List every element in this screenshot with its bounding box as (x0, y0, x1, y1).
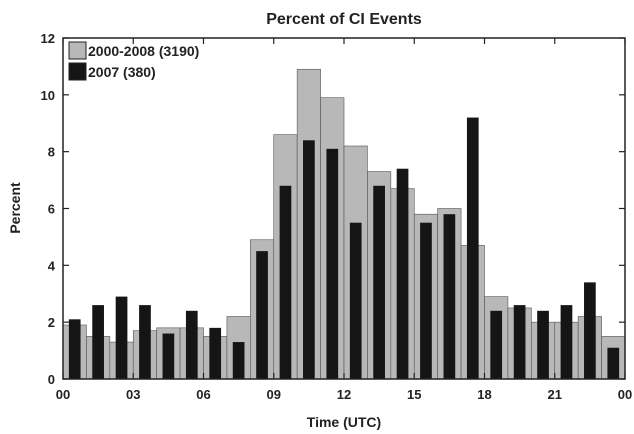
bar-2007 (584, 282, 596, 379)
y-tick-label: 12 (41, 31, 55, 46)
bar-2007 (279, 185, 292, 379)
bar-2007 (490, 310, 503, 379)
bar-2007 (209, 327, 222, 379)
bar-2007 (256, 251, 268, 379)
x-tick-label: 00 (618, 387, 632, 402)
x-tick-label: 06 (196, 387, 210, 402)
bar-2007 (443, 214, 456, 379)
x-axis: 00 03 06 09 12 15 18 21 00 (56, 38, 632, 402)
bar-2007 (466, 117, 479, 380)
bar-2007 (537, 310, 549, 379)
x-tick-label: 12 (337, 387, 351, 402)
y-axis-label: Percent (7, 182, 23, 234)
series-2007-bars (68, 117, 620, 380)
y-tick-label: 0 (48, 372, 55, 387)
bar-2007 (373, 185, 385, 379)
x-axis-label: Time (UTC) (307, 414, 381, 430)
x-tick-label: 03 (126, 387, 140, 402)
bar-2007 (185, 310, 198, 379)
legend-label-2007: 2007 (380) (88, 64, 156, 80)
bar-2007 (326, 148, 339, 379)
bar-2007 (232, 342, 245, 379)
bar-2007 (420, 222, 432, 379)
bar-2007 (396, 168, 409, 379)
bar-2007 (68, 319, 81, 379)
y-axis: 0 2 4 6 8 10 12 (41, 31, 625, 387)
bar-2007 (162, 333, 175, 379)
chart-title: Percent of CI Events (266, 11, 422, 28)
bar-2007 (139, 305, 151, 379)
legend-swatch-2007 (68, 62, 87, 81)
legend-swatch-2000-2008 (68, 41, 87, 60)
x-tick-label: 18 (477, 387, 491, 402)
x-tick-label: 09 (267, 387, 281, 402)
legend: 2000-2008 (3190) 2007 (380) (68, 41, 199, 81)
bar-2007 (560, 305, 573, 379)
legend-label-2000-2008: 2000-2008 (3190) (88, 43, 199, 59)
x-tick-label: 00 (56, 387, 70, 402)
x-tick-label: 15 (407, 387, 421, 402)
x-tick-label: 21 (548, 387, 562, 402)
bar-2007 (607, 347, 620, 379)
y-tick-label: 10 (41, 88, 55, 103)
y-tick-label: 6 (48, 202, 55, 217)
y-tick-label: 4 (48, 258, 56, 273)
bar-2007 (303, 140, 315, 379)
bar-2007 (513, 305, 526, 379)
bar-2007 (349, 222, 362, 379)
bar-2007 (92, 305, 104, 379)
y-tick-label: 8 (48, 145, 55, 160)
y-tick-label: 2 (48, 315, 55, 330)
bar-2007 (115, 296, 128, 379)
